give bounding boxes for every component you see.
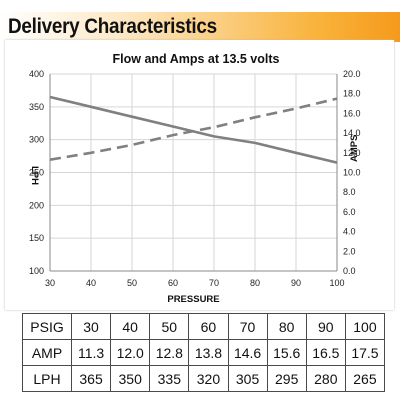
table-cell: 70: [227, 313, 268, 340]
table-row: LPH 365 350 335 320 305 295 280 265: [22, 365, 386, 392]
table-cell: 17.5: [344, 339, 386, 366]
row-label: PSIG: [22, 313, 72, 340]
x-tick-label: 100: [329, 278, 344, 288]
table-cell: 60: [188, 313, 229, 340]
table-cell: 15.6: [266, 339, 307, 366]
table-cell: 11.3: [70, 339, 112, 366]
y-left-tick-label: 150: [29, 233, 44, 243]
x-axis-label: PRESSURE: [167, 294, 219, 305]
table-cell: 14.6: [227, 339, 268, 366]
row-label: LPH: [22, 365, 72, 392]
chart-title: Flow and Amps at 13.5 volts: [113, 52, 280, 66]
y-left-tick-label: 100: [29, 266, 44, 276]
table-cell: 100: [344, 313, 386, 340]
y-right-tick-label: 8.0: [343, 187, 356, 197]
y-right-tick-label: 10.0: [343, 168, 361, 178]
table-cell: 295: [266, 365, 307, 392]
x-tick-label: 70: [209, 278, 219, 288]
table-cell: 40: [110, 313, 151, 340]
y-right-tick-label: 4.0: [343, 227, 356, 237]
table-cell: 365: [70, 365, 112, 392]
table-cell: 13.8: [188, 339, 229, 366]
table-row: PSIG 30 40 50 60 70 80 90 100: [22, 313, 386, 340]
y-right-tick-label: 0.0: [343, 266, 356, 276]
x-tick-label: 90: [291, 278, 301, 288]
y-left-tick-label: 350: [29, 102, 44, 112]
table-cell: 30: [70, 313, 112, 340]
x-tick-label: 50: [127, 278, 137, 288]
grid: [49, 73, 338, 272]
y-left-tick-label: 400: [29, 69, 44, 79]
tick-labels: 100 150 200 250 300 350 400 0.0 2.0 4.0 6.0 8.0 10.0…: [29, 69, 361, 288]
table-row: AMP 11.3 12.0 12.8 13.8 14.6 15.6 16.5 17.5: [22, 339, 386, 366]
y-left-tick-label: 250: [29, 168, 44, 178]
table-cell: 12.0: [110, 339, 151, 366]
table-cell: 280: [305, 365, 346, 392]
table-cell: 12.8: [149, 339, 190, 366]
y-right-tick-label: 2.0: [343, 246, 356, 256]
table-cell: 265: [344, 365, 386, 392]
table-cell: 320: [188, 365, 229, 392]
table-cell: 350: [110, 365, 151, 392]
y-right-tick-label: 14.0: [343, 128, 361, 138]
chart-panel: [5, 40, 394, 310]
y-right-tick-label: 12.0: [343, 148, 361, 158]
y-right-tick-label: 20.0: [343, 69, 361, 79]
x-tick-label: 80: [250, 278, 260, 288]
y-right-tick-label: 16.0: [343, 108, 361, 118]
y-axis-right-label: AMPS: [349, 135, 360, 162]
table-cell: 80: [266, 313, 307, 340]
y-right-tick-label: 6.0: [343, 207, 356, 217]
x-tick-label: 60: [168, 278, 178, 288]
table-cell: 335: [149, 365, 190, 392]
page-title: Delivery Characteristics: [8, 15, 217, 38]
x-tick-label: 30: [45, 278, 55, 288]
series-lines: [49, 95, 338, 164]
data-table: PSIG 30 40 50 60 70 80 90 100 AMP 11.3 12.0 12.8 13.8…: [22, 313, 386, 392]
y-left-tick-label: 200: [29, 200, 44, 210]
table-cell: 50: [149, 313, 190, 340]
series-line-amps: [49, 97, 338, 161]
delivery-chart: Flow and Amps at 13.5 volts LPH AMPS PRE…: [29, 52, 361, 305]
table-cell: 16.5: [305, 339, 346, 366]
table-cell: 90: [305, 313, 346, 340]
header-banner: Delivery Characteristics: [0, 12, 400, 42]
row-label: AMP: [22, 339, 72, 366]
table-cell: 305: [227, 365, 268, 392]
y-axis-left-label: LPH: [29, 166, 40, 185]
y-left-tick-label: 300: [29, 135, 44, 145]
y-right-tick-label: 18.0: [343, 89, 361, 99]
x-tick-label: 40: [86, 278, 96, 288]
